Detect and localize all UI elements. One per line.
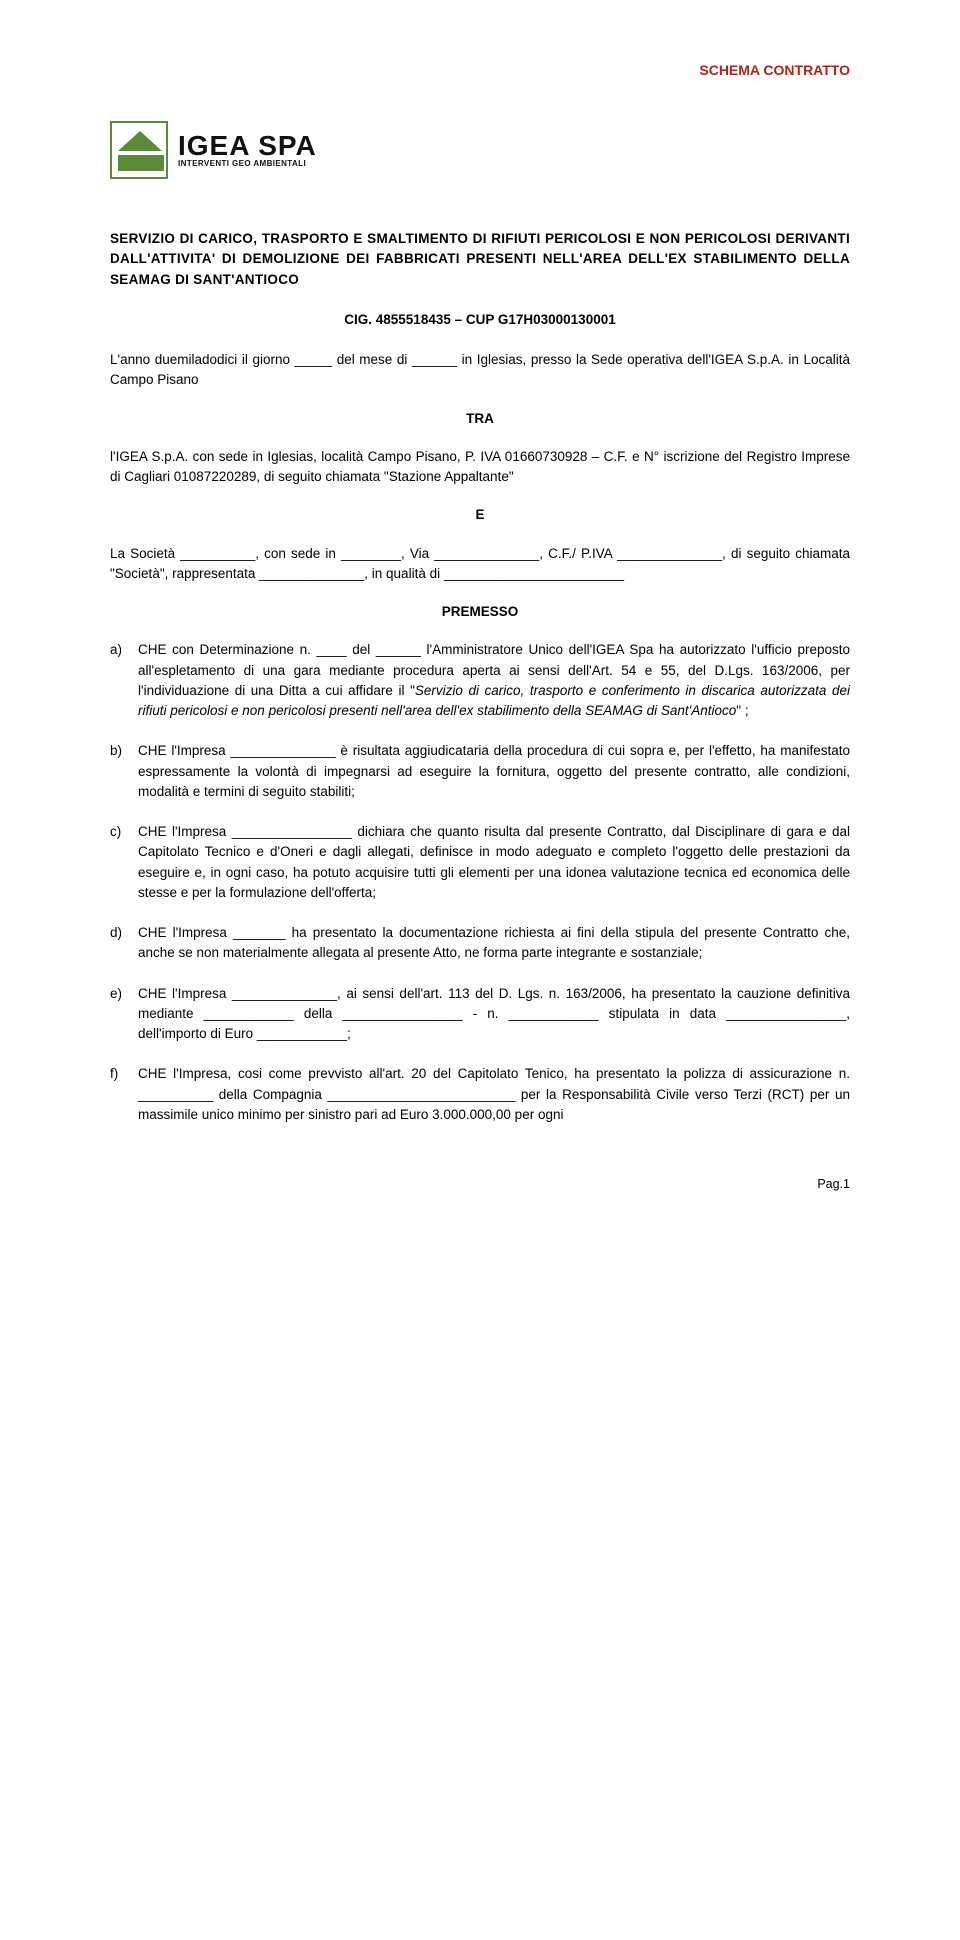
item-marker: a) <box>110 640 122 660</box>
tra-separator: TRA <box>110 409 850 429</box>
item-text: CHE l'Impresa, cosi come prevvisto all'a… <box>138 1066 850 1122</box>
item-text: CHE l'Impresa ______________, ai sensi d… <box>138 986 850 1042</box>
premesso-list: a) CHE con Determinazione n. ____ del __… <box>110 640 850 1125</box>
list-item: f) CHE l'Impresa, cosi come prevvisto al… <box>110 1064 850 1125</box>
logo-text: IGEA SPA INTERVENTI GEO AMBIENTALI <box>178 132 317 168</box>
contract-title: SERVIZIO DI CARICO, TRASPORTO E SMALTIME… <box>110 229 850 290</box>
item-marker: f) <box>110 1064 118 1084</box>
list-item: b) CHE l'Impresa ______________ è risult… <box>110 741 850 802</box>
cig-cup-line: CIG. 4855518435 – CUP G17H03000130001 <box>110 310 850 330</box>
item-marker: e) <box>110 984 122 1004</box>
logo-brand: IGEA SPA <box>178 132 317 160</box>
logo-block: IGEA SPA INTERVENTI GEO AMBIENTALI <box>110 121 850 179</box>
logo-tagline: INTERVENTI GEO AMBIENTALI <box>178 160 317 168</box>
item-text: CHE l'Impresa ________________ dichiara … <box>138 824 850 900</box>
item-text: CHE l'Impresa ______________ è risultata… <box>138 743 850 799</box>
party-2: La Società __________, con sede in _____… <box>110 544 850 585</box>
party-1: l'IGEA S.p.A. con sede in Iglesias, loca… <box>110 447 850 488</box>
list-item: e) CHE l'Impresa ______________, ai sens… <box>110 984 850 1045</box>
logo-mark-icon <box>110 121 168 179</box>
item-marker: c) <box>110 822 121 842</box>
item-text-post: " ; <box>736 703 748 718</box>
item-marker: b) <box>110 741 122 761</box>
premesso-heading: PREMESSO <box>110 602 850 622</box>
page-number: Pag.1 <box>110 1175 850 1194</box>
intro-paragraph: L'anno duemiladodici il giorno _____ del… <box>110 350 850 391</box>
document-type-header: SCHEMA CONTRATTO <box>110 60 850 81</box>
list-item: d) CHE l'Impresa _______ ha presentato l… <box>110 923 850 964</box>
e-separator: E <box>110 505 850 525</box>
list-item: a) CHE con Determinazione n. ____ del __… <box>110 640 850 721</box>
item-marker: d) <box>110 923 122 943</box>
item-text: CHE l'Impresa _______ ha presentato la d… <box>138 925 850 960</box>
list-item: c) CHE l'Impresa ________________ dichia… <box>110 822 850 903</box>
